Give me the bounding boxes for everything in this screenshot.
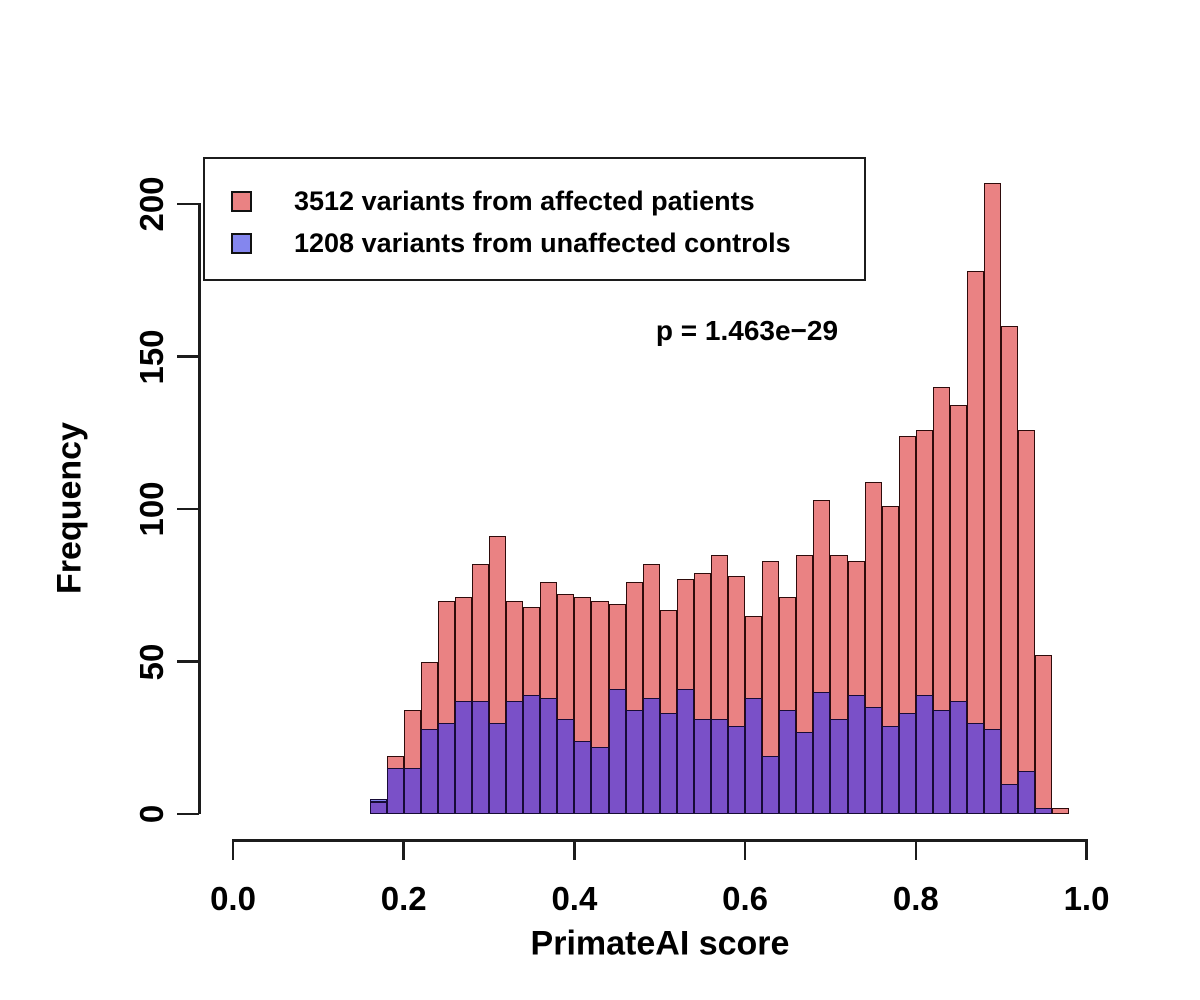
y-tick-label: 0 [133,804,170,824]
bar-controls-0.20 [403,768,421,814]
y-tick-label: 200 [133,176,170,232]
bar-controls-0.48 [642,698,660,814]
bar-controls-0.84 [949,701,967,814]
bar-controls-0.54 [693,719,711,814]
bar-controls-0.68 [813,692,831,814]
bar-controls-0.80 [915,695,933,814]
x-tick [1085,839,1088,860]
y-axis-line [198,203,201,814]
x-tick [402,839,405,860]
legend-swatch-controls [231,232,252,254]
x-tick [231,839,235,860]
bar-controls-0.70 [830,719,848,814]
bar-controls-0.46 [625,710,643,814]
x-tick-label: 0.4 [551,880,598,917]
bar-controls-excess-0.16 [369,798,387,802]
bar-affected-0.92 [1018,429,1036,814]
x-tick-label: 1.0 [1063,880,1110,917]
x-tick [743,839,747,860]
bar-controls-0.18 [386,768,404,814]
legend: 3512 variants from affected patients 120… [203,157,866,281]
bar-controls-0.82 [932,710,950,814]
bar-affected-0.96 [1052,807,1070,814]
x-tick-label: 0.2 [380,880,427,917]
bar-controls-0.58 [728,725,746,814]
bar-controls-0.52 [676,688,694,814]
bar-controls-0.64 [779,710,797,814]
bar-controls-0.26 [454,701,472,814]
x-axis-title: PrimateAI score [530,924,790,963]
y-tick-label: 100 [133,481,170,537]
y-tick-label: 150 [133,328,170,385]
bar-controls-0.44 [608,688,626,814]
y-axis-title: Frequency [50,422,89,594]
bar-controls-0.72 [847,695,865,814]
bar-controls-0.16 [369,801,387,814]
bar-controls-0.34 [523,695,541,814]
bar-controls-0.76 [881,725,899,814]
y-tick [177,355,199,358]
bar-controls-0.86 [967,722,985,814]
bar-controls-0.22 [420,728,438,814]
legend-row-affected: 3512 variants from affected patients [231,186,755,216]
bar-controls-0.30 [489,722,507,814]
bar-controls-0.32 [506,701,524,814]
y-tick [177,660,199,663]
bar-controls-0.42 [591,746,609,814]
bar-controls-0.66 [796,731,814,814]
bar-controls-0.28 [471,701,490,814]
bar-controls-0.62 [762,756,780,814]
bar-controls-0.94 [1035,807,1053,814]
x-tick [914,839,918,860]
p-value-annotation: p = 1.463e−29 [655,315,839,346]
bar-controls-0.50 [659,713,677,814]
x-tick-label: 0.0 [210,880,256,917]
y-tick [177,507,199,511]
y-tick-label: 50 [133,643,170,680]
bar-affected-0.90 [1001,326,1019,814]
legend-label-controls: 1208 variants from unaffected controls [294,227,791,258]
x-axis-line [231,839,1088,842]
x-tick-label: 0.6 [722,880,769,917]
bar-controls-0.38 [557,719,575,814]
bar-controls-0.24 [437,722,455,814]
y-tick [177,202,199,206]
bar-affected-0.88 [984,182,1002,814]
bar-affected-0.94 [1035,655,1053,814]
bar-controls-0.74 [864,707,882,814]
bar-controls-0.90 [1001,783,1019,814]
legend-row-controls: 1208 variants from unaffected controls [231,228,791,258]
bar-controls-0.36 [540,698,558,814]
bar-controls-0.56 [710,719,729,814]
bar-controls-0.60 [745,698,763,814]
y-tick [177,812,199,816]
legend-swatch-affected [231,190,252,212]
bar-controls-0.88 [984,728,1002,814]
bar-controls-0.78 [898,713,916,814]
x-tick [573,839,576,860]
legend-label-affected: 3512 variants from affected patients [294,185,755,216]
bar-controls-0.40 [574,740,592,814]
bar-controls-0.92 [1018,771,1036,814]
x-tick-label: 0.8 [892,880,939,917]
